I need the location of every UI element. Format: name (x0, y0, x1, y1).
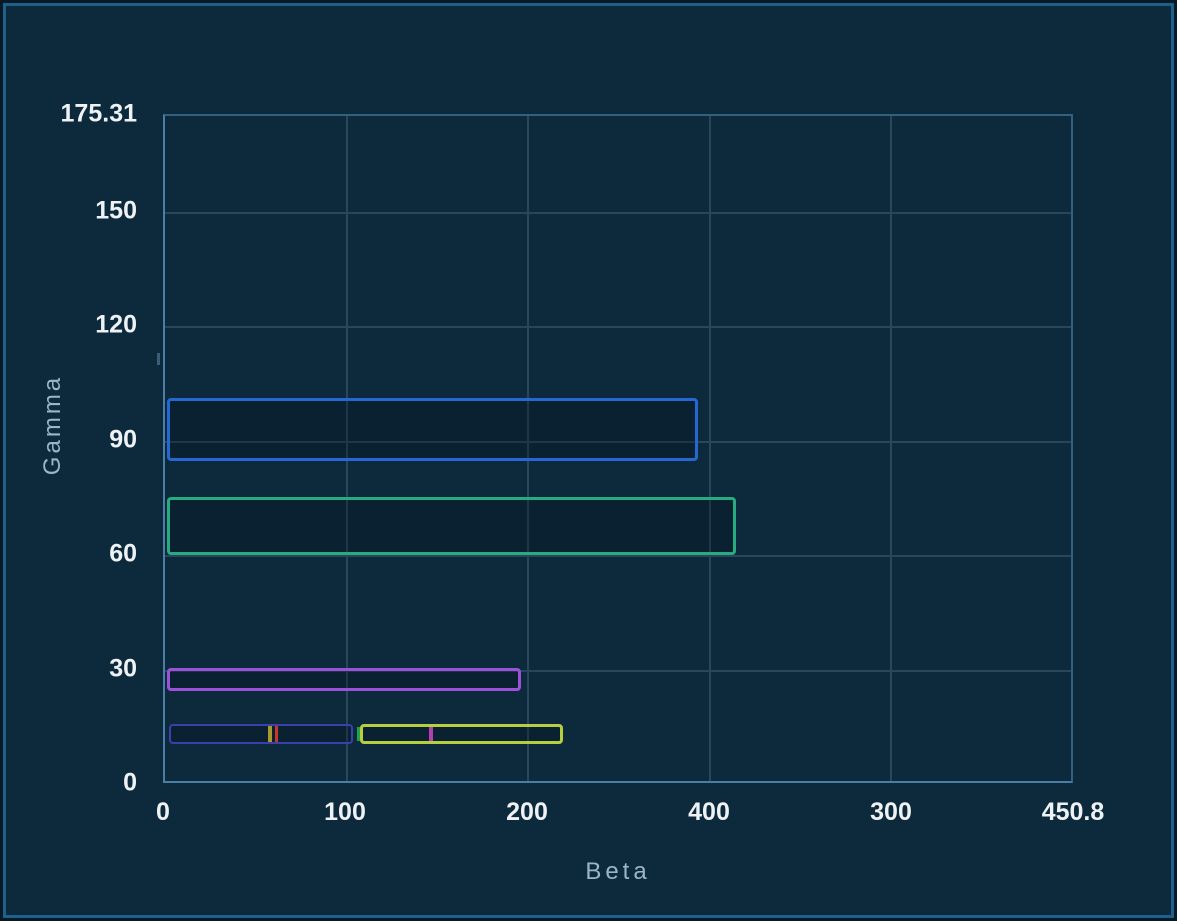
x-tick-label-450.8: 450.8 (1041, 798, 1105, 826)
x-tick-label-300: 300 (870, 798, 912, 826)
gridline-x-400 (708, 116, 711, 781)
y-axis-title: Gamma (39, 374, 66, 476)
marker-yellow (267, 725, 272, 743)
y-tick-label-60: 60 (109, 539, 137, 568)
bar-blue (166, 397, 699, 461)
y-tick-label-0: 0 (123, 768, 137, 797)
gridline-x-200 (527, 116, 530, 781)
y-tick-label-120: 120 (95, 310, 137, 339)
x-tick-label-400: 400 (688, 798, 730, 826)
y-tick-label-150: 150 (95, 196, 137, 225)
gridline-y-60 (165, 555, 1071, 558)
gridline-y-90 (165, 440, 1071, 443)
bar-purple (166, 668, 521, 692)
gridline-y-30 (165, 669, 1071, 672)
plot-area (163, 114, 1073, 783)
y-tick-label-30: 30 (109, 654, 137, 683)
y-axis-minor-tick (157, 353, 160, 366)
gridline-x-300 (890, 116, 893, 781)
x-tick-label-0: 0 (156, 798, 170, 826)
x-axis-title: Beta (585, 858, 651, 885)
marker-green (357, 726, 360, 742)
gridline-y-150 (165, 211, 1071, 214)
bar-green (166, 497, 736, 555)
x-tick-label-100: 100 (324, 798, 366, 826)
gridline-x-100 (345, 116, 348, 781)
gridline-y-120 (165, 326, 1071, 329)
bar-indigo (168, 723, 354, 745)
bar-yellowgreen (359, 723, 563, 745)
x-tick-label-200: 200 (506, 798, 548, 826)
y-tick-label-90: 90 (109, 425, 137, 454)
marker-red (275, 725, 279, 743)
marker-magenta (428, 726, 433, 742)
y-tick-label-175.31: 175.31 (60, 99, 137, 128)
chart-frame: Beta Gamma 0 100 200 400 300 450.8 0 30 60 90 120 1… (3, 3, 1174, 918)
